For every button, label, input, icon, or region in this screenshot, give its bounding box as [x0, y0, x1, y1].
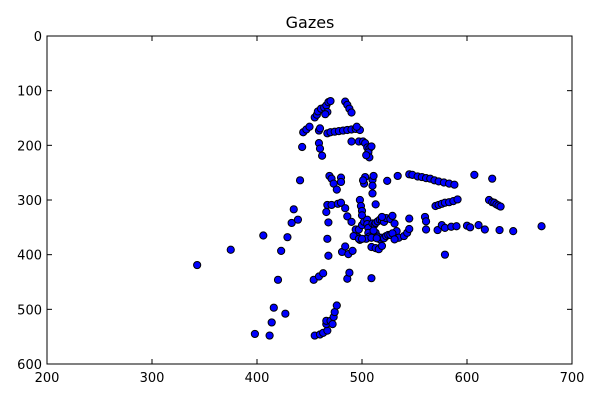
y-tick-label: 300 — [17, 194, 42, 209]
gaze-point — [390, 235, 399, 244]
gaze-point — [509, 227, 518, 236]
gaze-point — [453, 195, 462, 204]
gaze-point — [289, 205, 298, 214]
gaze-point — [345, 268, 354, 277]
y-tick-label: 100 — [17, 85, 42, 100]
gaze-point — [322, 207, 331, 217]
gaze-point — [371, 200, 380, 209]
gaze-point — [283, 233, 292, 242]
gaze-point — [347, 217, 356, 226]
gaze-point — [324, 251, 333, 260]
gaze-point — [323, 234, 332, 243]
gaze-point — [377, 241, 387, 251]
gaze-point — [265, 331, 274, 340]
y-tick-label: 600 — [17, 358, 42, 373]
gaze-point — [293, 215, 303, 224]
x-tick-label: 300 — [140, 371, 165, 386]
gaze-point — [405, 224, 414, 234]
gaze-point — [269, 303, 278, 312]
gaze-point — [496, 202, 505, 211]
gaze-point — [277, 246, 286, 255]
gaze-point — [332, 301, 341, 310]
gaze-point — [474, 221, 483, 230]
gaze-point — [452, 222, 461, 231]
gaze-point — [495, 225, 504, 235]
chart-title: Gazes — [286, 13, 335, 32]
y-tick-label: 500 — [17, 303, 42, 318]
gaze-point — [193, 260, 202, 270]
gaze-point — [318, 151, 327, 160]
gaze-point — [287, 218, 296, 228]
gaze-point — [369, 226, 378, 235]
gaze-point — [352, 122, 361, 131]
gaze-point — [328, 319, 337, 329]
gaze-point — [390, 219, 399, 228]
gaze-point — [440, 250, 450, 259]
gaze-point — [358, 176, 368, 185]
gaze-point — [324, 218, 333, 227]
y-tick-label: 200 — [17, 139, 42, 154]
gaze-point — [383, 176, 392, 185]
gaze-point — [336, 198, 346, 207]
x-tick-label: 700 — [560, 371, 585, 386]
y-tick-label: 400 — [17, 249, 42, 264]
gaze-point — [357, 234, 367, 243]
gaze-point — [470, 170, 479, 179]
gaze-point — [321, 110, 330, 119]
gaze-point — [336, 177, 346, 187]
gaze-point — [326, 96, 335, 106]
gaze-point — [367, 274, 376, 283]
gaze-point — [421, 225, 431, 234]
gaze-point — [348, 246, 357, 255]
x-tick-label: 500 — [350, 371, 375, 386]
plot-area — [46, 35, 573, 365]
y-tick-label: 0 — [34, 30, 42, 45]
gaze-point — [537, 222, 546, 231]
gaze-point — [466, 223, 475, 232]
gaze-point — [369, 171, 378, 181]
gaze-point — [372, 234, 381, 243]
gaze-point — [305, 122, 314, 131]
gaze-point — [259, 231, 268, 240]
gaze-point — [377, 212, 387, 222]
gaze-point — [367, 142, 376, 151]
gaze-point — [393, 171, 402, 181]
gaze-point — [421, 217, 431, 226]
gaze-point — [319, 269, 328, 278]
y-axis-ticks: 0 100 200 300 400 500 600 — [17, 30, 572, 373]
gaze-point — [347, 108, 356, 117]
gaze-point — [298, 142, 307, 152]
gaze-point — [267, 318, 276, 327]
data-points — [193, 96, 546, 340]
gaze-point — [368, 189, 377, 198]
gaze-point — [368, 181, 377, 190]
gaze-point — [281, 309, 290, 318]
gaze-point — [250, 329, 259, 339]
gaze-point — [341, 242, 350, 251]
gaze-point — [362, 151, 371, 160]
x-axis-ticks: 200 300 400 500 600 700 — [35, 36, 585, 386]
gaze-point — [450, 180, 459, 189]
gaze-point — [488, 174, 497, 183]
gaze-point — [315, 124, 325, 133]
gaze-point — [405, 214, 414, 223]
gaze-point — [323, 326, 332, 335]
gaze-point — [332, 185, 341, 194]
gaze-point — [388, 211, 397, 220]
gaze-point — [341, 204, 350, 213]
gaze-point — [226, 245, 235, 254]
gaze-point — [343, 212, 352, 221]
x-tick-label: 600 — [455, 371, 480, 386]
gaze-point — [295, 176, 305, 185]
gaze-point — [315, 144, 325, 153]
gaze-point — [347, 137, 356, 146]
gaze-point — [273, 275, 283, 284]
gaze-point — [480, 225, 489, 234]
x-tick-label: 200 — [35, 371, 60, 386]
x-tick-label: 400 — [245, 371, 270, 386]
